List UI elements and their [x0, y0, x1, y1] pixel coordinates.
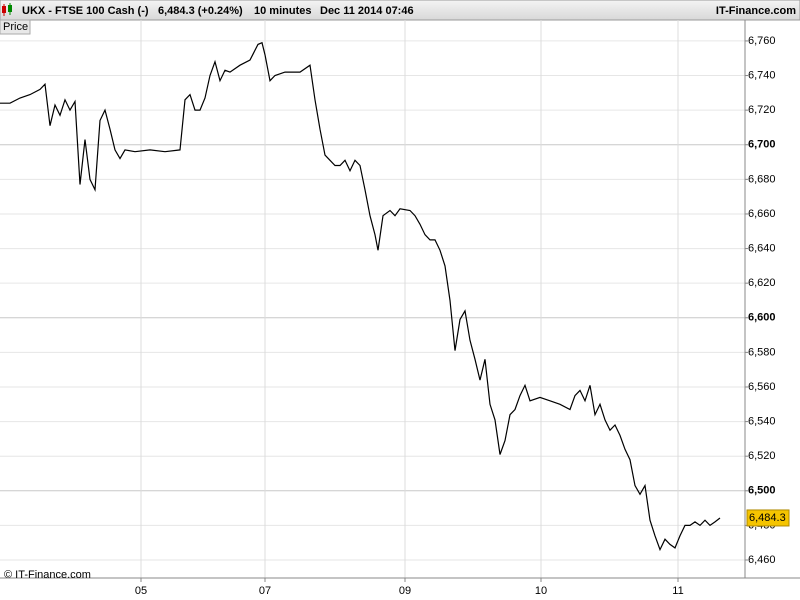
y-tick-label: 6,460 [748, 554, 776, 566]
x-tick-label: 11 [672, 585, 683, 597]
logo-icon [2, 3, 12, 16]
header-bar [0, 0, 800, 21]
y-tick-label: 6,700 [748, 139, 776, 151]
x-tick-label: 07 [259, 585, 271, 597]
x-tick-label: 05 [135, 585, 147, 597]
timestamp: Dec 11 2014 07:46 [320, 5, 414, 17]
brand: IT-Finance.com [716, 5, 796, 17]
x-tick-label: 10 [535, 585, 547, 597]
price-line [0, 41, 721, 552]
y-tick-label: 6,640 [748, 242, 776, 254]
y-tick-label: 6,540 [748, 415, 776, 427]
symbol: UKX - FTSE 100 Cash (-) [22, 5, 149, 17]
y-tick-label: 6,680 [748, 173, 776, 185]
x-tick-label: 09 [399, 585, 411, 597]
grid [0, 20, 745, 578]
y-tick-label: 6,620 [748, 277, 776, 289]
last-price-label: 6,484.3 [749, 512, 786, 524]
footer: © IT-Finance.com [4, 569, 91, 581]
y-tick-label: 6,560 [748, 381, 776, 393]
y-tick-label: 6,600 [748, 312, 776, 324]
last-price-box [746, 509, 790, 527]
panel-tab [0, 19, 31, 35]
y-tick-label: 6,740 [748, 69, 776, 81]
interval: 10 minutes [254, 5, 311, 17]
y-tick-label: 6,580 [748, 346, 776, 358]
y-tick-label: 6,660 [748, 208, 776, 220]
y-tick-label: 6,500 [748, 485, 776, 497]
quote: 6,484.3 (+0.24%) [158, 5, 243, 17]
y-tick-label: 6,720 [748, 104, 776, 116]
marks [0, 41, 721, 552]
panel-label: Price [3, 21, 28, 33]
y-tick-label: 6,760 [748, 35, 776, 47]
y-tick-label: 6,520 [748, 450, 776, 462]
